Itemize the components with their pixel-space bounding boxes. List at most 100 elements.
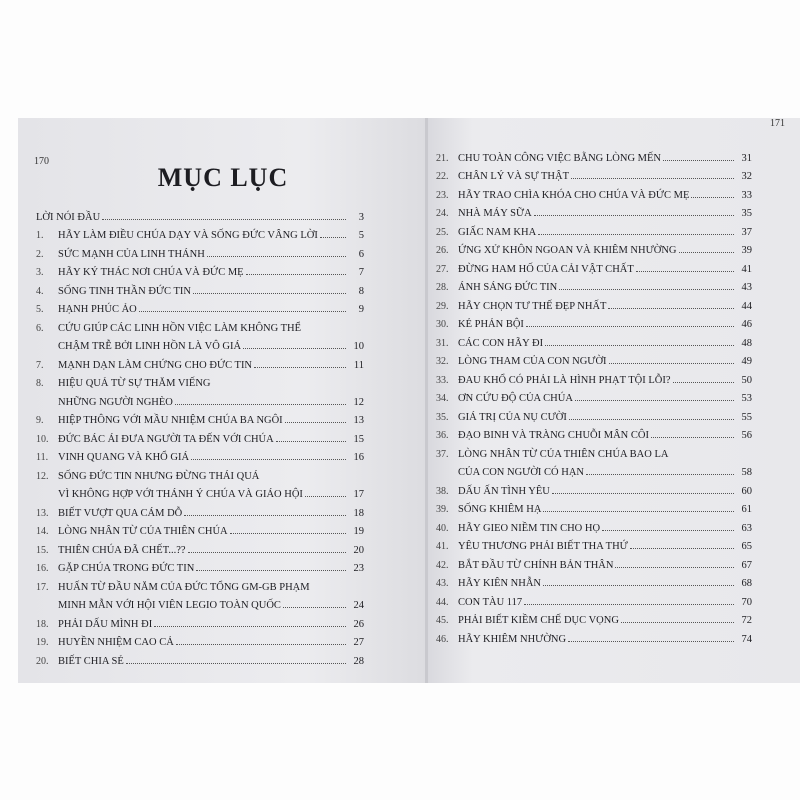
entry-page: 55 [741,411,753,423]
entry-title: Gặp Chúa trong đức tin [58,563,195,574]
toc-entry[interactable]: 30. Kẻ phản bội 46 [436,312,752,330]
dot-leader [245,274,346,275]
toc-line: 13. Biết vượt qua cám dỗ 18 [36,500,364,519]
entry-title: Minh Mẫn với hội viên Legio toàn quốc [58,600,281,611]
toc-entry[interactable]: 3. Hãy ký thác nơi Chúa và Đức Mẹ 7 [36,260,364,278]
entry-number: 39. [436,504,449,515]
toc-entry[interactable]: 24. Nhà máy sữa 35 [436,201,753,219]
toc-entry[interactable]: 37. Lòng nhân từ của Thiên Chúa bao la của… [436,441,752,479]
toc-entry[interactable]: 43. Hãy kiên nhẫn 68 [436,571,752,589]
entry-number: 4. [36,285,44,297]
entry-title: của con người có hạn [458,467,584,478]
entry-page: 20 [353,544,365,556]
dot-leader [543,511,734,512]
toc-entry[interactable]: 13. Biết vượt qua cám dỗ 18 [36,500,364,519]
toc-entry[interactable]: 7. Mạnh dạn làm chứng cho đức tin 11 [36,352,364,371]
entry-title: Vinh quang và khổ giá [58,452,190,463]
entry-page: 12 [353,396,365,408]
toc-entry[interactable]: 34. Ơn cứu độ của Chúa 53 [436,386,752,404]
entry-number: 9. [36,415,44,426]
entry-page: 44 [741,300,753,312]
entry-page: 32 [741,171,753,182]
dot-leader [206,255,346,257]
toc-entry[interactable]: 22. Chân lý và sự thật 32 [436,164,753,182]
toc-entry[interactable]: 32. Lòng tham của con người 49 [436,349,752,367]
toc-line: Minh Mẫn với hội viên Legio toàn quốc 24 [36,593,364,611]
toc-entry[interactable]: 44. Con tàu 117 70 [436,589,752,608]
toc-entry[interactable]: Lời nói đầu 3 [36,204,364,223]
toc-line: 25. Giấc nam kha 37 [436,219,752,238]
toc-line: 37. Lòng nhân từ của Thiên Chúa bao la [436,441,752,460]
toc-entry[interactable]: 28. Ánh sáng đức tin 43 [436,275,752,293]
toc-entry[interactable]: 14. Lòng nhân từ của Thiên Chúa 19 [36,519,365,537]
entry-number: 18. [36,618,49,630]
entry-title: Yêu thương phải biết tha thứ [458,541,628,552]
entry-title: Hãy khiêm nhường [458,633,567,645]
entry-number: 41. [436,541,449,552]
toc-entry[interactable]: 10. Đức bác ái đưa người ta đến với Chúa 1… [36,426,364,445]
entry-page: 37 [741,226,753,238]
toc-entry[interactable]: 38. Dấu ấn tình yêu 60 [436,478,752,497]
toc-entry[interactable]: 6. Cứu giúp các linh hồn việc làm không t… [36,315,364,353]
entry-page: 19 [353,526,365,537]
toc-line: chậm trễ bởi linh hồn là vô giá 10 [36,334,364,352]
entry-page: 35 [741,208,753,219]
toc-entry[interactable]: 2. Sức mạnh của Linh Thánh 6 [36,241,364,260]
toc-entry[interactable]: 11. Vinh quang và khổ giá 16 [36,445,364,463]
entry-title: Sống khiêm hạ [458,504,542,515]
toc-line: 33. Đau khổ có phải là hình phạt tội lỗi?… [436,367,752,386]
toc-entry[interactable]: 5. Hạnh phúc ảo 9 [36,297,364,315]
toc-entry[interactable]: 46. Hãy khiêm nhường 74 [436,626,752,645]
entry-number: 28. [436,282,449,293]
dot-leader [254,366,346,368]
toc-line: 43. Hãy kiên nhẫn 68 [436,571,752,589]
dot-leader [319,237,346,238]
entry-number: 26. [436,245,449,256]
toc-entry[interactable]: 15. Thiên Chúa đã chết...?? 20 [36,537,364,556]
entry-page: 39 [741,245,753,256]
dot-leader [192,292,346,294]
toc-entry[interactable]: 40. Hãy gieo niềm tin cho họ 63 [436,515,752,534]
dot-leader [196,570,346,571]
entry-title: Lòng nhân từ của Thiên Chúa bao la [458,448,669,460]
entry-title: Lời nói đầu [36,211,101,223]
toc-entry[interactable]: 19. Huyền nhiệm cao cả 27 [36,630,364,648]
toc-entry[interactable]: 42. Bắt đầu từ chính bản thân 67 [436,552,752,571]
toc-entry[interactable]: 35. Giá trị của nụ cười 55 [436,404,752,423]
toc-entry[interactable]: 26. Ứng xử khôn ngoan và khiêm nhường 39 [436,238,753,256]
toc-entry[interactable]: 39. Sống khiêm hạ 61 [436,497,752,515]
toc-entry[interactable]: 8. Hiệu quả từ sự thăm viếng những người n… [36,371,364,408]
toc-line: 6. Cứu giúp các linh hồn việc làm không t… [36,315,364,334]
toc-line: 14. Lòng nhân từ của Thiên Chúa 19 [36,519,365,537]
toc-entry[interactable]: 41. Yêu thương phải biết tha thứ 65 [436,534,752,552]
toc-entry[interactable]: 17. Huấn từ đầu năm của Đức Tổng GM-GB Ph… [36,574,364,612]
toc-entry[interactable]: 4. Sống tinh thần đức tin 8 [36,278,364,297]
toc-line: 16. Gặp Chúa trong đức tin 23 [36,556,364,574]
toc-entry[interactable]: 25. Giấc nam kha 37 [436,219,752,238]
toc-entry[interactable]: 45. Phải biết kiềm chế dục vọng 72 [436,608,752,626]
toc-entry[interactable]: 18. Phải dấu mình đi 26 [36,611,364,630]
toc-entry[interactable]: 21. Chu toàn công việc bằng lòng mến 31 [436,145,752,164]
toc-entry[interactable]: 31. Các con hãy đi 48 [436,330,752,349]
toc-entry[interactable]: 29. Hãy chọn tư thế đẹp nhất 44 [436,293,752,312]
toc-entry[interactable]: 9. Hiệp thông với mầu nhiệm Chúa Ba Ngôi 1… [36,408,364,426]
toc-line: 40. Hãy gieo niềm tin cho họ 63 [436,515,752,534]
entry-page: 56 [741,430,753,441]
entry-title: Ánh sáng đức tin [458,282,558,293]
toc-entry[interactable]: 27. Đừng ham hố của cải vật chất 41 [436,256,752,275]
toc-entry[interactable]: 23. Hãy trao chìa khóa cho Chúa và Đức Mẹ… [436,182,752,201]
dot-leader [574,400,734,401]
toc-entry[interactable]: 1. Hãy làm điều Chúa dạy và sống đức vâng… [36,223,364,241]
toc-line: 17. Huấn từ đầu năm của Đức Tổng GM-GB Ph… [36,574,364,593]
toc-entry[interactable]: 12. Sống đức tin nhưng đừng thái quá vì kh… [36,463,364,501]
right-page: 171 21. Chu toàn công việc bằng lòng mến 3… [428,118,800,683]
entry-number: 5. [36,304,44,315]
entry-number: 20. [36,655,49,667]
toc-entry[interactable]: 16. Gặp Chúa trong đức tin 23 [36,556,364,574]
dot-leader [620,622,734,623]
entry-number: 1. [36,230,44,241]
toc-entry[interactable]: 20. Biết chia sẻ 28 [36,648,364,667]
toc-entry[interactable]: 33. Đau khổ có phải là hình phạt tội lỗi?… [436,367,752,386]
toc-entry[interactable]: 36. Đạo binh và tràng chuỗi Mân Côi 56 [436,423,753,441]
entry-number: 30. [436,319,449,330]
